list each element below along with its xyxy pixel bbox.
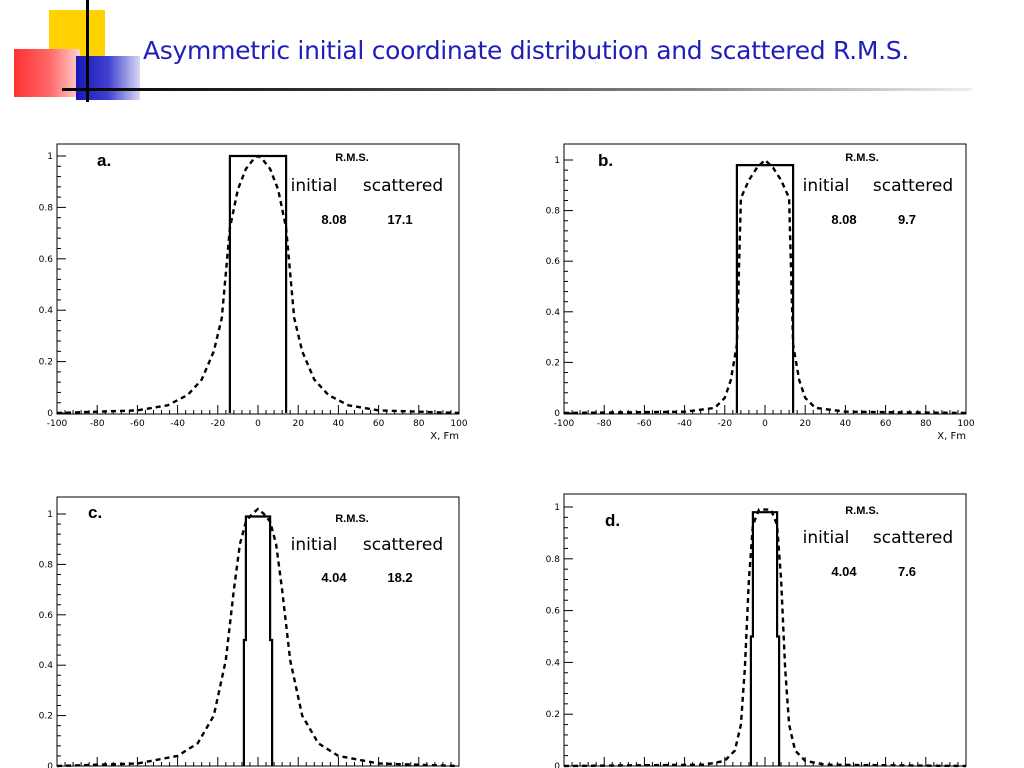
y-tick-label: 0 xyxy=(47,409,53,419)
rms-header: R.M.S. xyxy=(845,152,879,164)
rms-initial-value: 8.08 xyxy=(321,212,346,227)
chart-panel-4: 0 0.2 0.4 0.6 0.8 1 d. R.M.S. initial scattered 4.… xyxy=(546,493,967,768)
x-tick-label: 80 xyxy=(920,419,932,429)
rms-col-initial: initial xyxy=(803,176,850,196)
x-tick-label: -100 xyxy=(554,419,575,429)
initial-distribution-line xyxy=(735,164,795,413)
rms-col-scattered: scattered xyxy=(363,176,443,196)
y-tick-label: 1 xyxy=(47,152,53,162)
x-tick-label: -100 xyxy=(47,419,68,429)
y-tick-label: 1 xyxy=(554,156,560,166)
x-tick-label: 60 xyxy=(373,419,385,429)
scattered-distribution-line xyxy=(563,508,967,768)
rms-scattered-value: 7.6 xyxy=(898,564,916,579)
x-axis-label: X, Fm xyxy=(937,431,966,442)
y-tick-label: 0.8 xyxy=(546,207,561,217)
rms-initial-value: 8.08 xyxy=(831,212,856,227)
x-tick-label: -20 xyxy=(210,419,225,429)
y-tick-label: 0.4 xyxy=(39,661,54,671)
initial-distribution-line xyxy=(749,511,781,766)
panel-label: c. xyxy=(88,503,102,522)
scattered-distribution-line xyxy=(563,158,967,415)
initial-distribution-line xyxy=(242,515,274,766)
rms-header: R.M.S. xyxy=(335,513,369,525)
x-tick-label: 20 xyxy=(799,419,811,429)
x-tick-label: 60 xyxy=(880,419,892,429)
x-tick-label: 20 xyxy=(292,419,304,429)
y-tick-label: 0.4 xyxy=(546,658,561,668)
rms-initial-value: 4.04 xyxy=(831,564,857,579)
x-tick-label: 80 xyxy=(413,419,425,429)
x-tick-label: 40 xyxy=(840,419,852,429)
y-tick-label: 0.6 xyxy=(39,611,54,621)
panel-label: b. xyxy=(598,151,613,170)
x-tick-label: -20 xyxy=(717,419,732,429)
y-tick-label: 0.8 xyxy=(546,555,561,565)
rms-col-initial: initial xyxy=(291,176,338,196)
y-tick-label: 0.2 xyxy=(546,710,560,720)
x-tick-label: 40 xyxy=(333,419,345,429)
x-tick-label: 0 xyxy=(255,419,261,429)
y-tick-label: 0.2 xyxy=(39,358,53,368)
rms-scattered-value: 18.2 xyxy=(387,570,412,585)
x-tick-label: 0 xyxy=(762,419,768,429)
rms-col-scattered: scattered xyxy=(873,528,953,548)
panel-label: a. xyxy=(97,151,111,170)
y-tick-label: 1 xyxy=(554,503,560,513)
panel-label: d. xyxy=(605,511,620,530)
corner-vertical-rule xyxy=(86,0,89,102)
x-tick-label: -60 xyxy=(130,419,145,429)
scattered-distribution-line xyxy=(56,507,460,768)
x-tick-label: -80 xyxy=(90,419,105,429)
initial-distribution-line xyxy=(228,154,288,413)
slide-title: Asymmetric initial coordinate distributi… xyxy=(143,36,909,65)
y-tick-label: 0.6 xyxy=(546,607,561,617)
y-tick-label: 0.4 xyxy=(39,306,54,316)
chart-panel-1: 0 0.2 0.4 0.6 0.8 1 -100 -80 -60 -40 -20 0 20 40 60 80 1… xyxy=(39,143,468,442)
rms-col-initial: initial xyxy=(291,535,338,555)
y-tick-label: 0.8 xyxy=(39,203,54,213)
y-tick-label: 0.2 xyxy=(546,358,560,368)
y-tick-label: 0.6 xyxy=(39,255,54,265)
y-tick-label: 0.8 xyxy=(39,560,54,570)
rms-header: R.M.S. xyxy=(845,505,879,517)
x-axis-label: X, Fm xyxy=(430,431,459,442)
x-tick-label: -40 xyxy=(677,419,692,429)
rms-initial-value: 4.04 xyxy=(321,570,347,585)
title-underline xyxy=(62,88,972,91)
rms-header: R.M.S. xyxy=(335,152,369,164)
y-tick-label: 1 xyxy=(47,510,53,520)
y-tick-label: 0 xyxy=(554,762,560,768)
y-tick-label: 0.6 xyxy=(546,257,561,267)
y-tick-label: 0.2 xyxy=(39,712,53,722)
rms-scattered-value: 9.7 xyxy=(898,212,916,227)
x-tick-label: -40 xyxy=(170,419,185,429)
rms-col-scattered: scattered xyxy=(873,176,953,196)
x-tick-label: 100 xyxy=(957,419,974,429)
chart-panel-3: 0 0.2 0.4 0.6 0.8 1 c. R.M.S. initial scattered 4.… xyxy=(39,496,460,768)
rms-scattered-value: 17.1 xyxy=(387,212,412,227)
x-tick-label: 100 xyxy=(450,419,467,429)
chart-panel-2: 0 0.2 0.4 0.6 0.8 1 -100 -80 -60 -40 -20 0 20 40 60 80 1… xyxy=(546,143,975,442)
y-tick-label: 0 xyxy=(554,409,560,419)
rms-col-initial: initial xyxy=(803,528,850,548)
y-tick-label: 0 xyxy=(47,762,53,768)
y-tick-label: 0.4 xyxy=(546,308,561,318)
x-tick-label: -60 xyxy=(637,419,652,429)
x-tick-label: -80 xyxy=(597,419,612,429)
rms-col-scattered: scattered xyxy=(363,535,443,555)
scattered-distribution-line xyxy=(56,154,460,415)
